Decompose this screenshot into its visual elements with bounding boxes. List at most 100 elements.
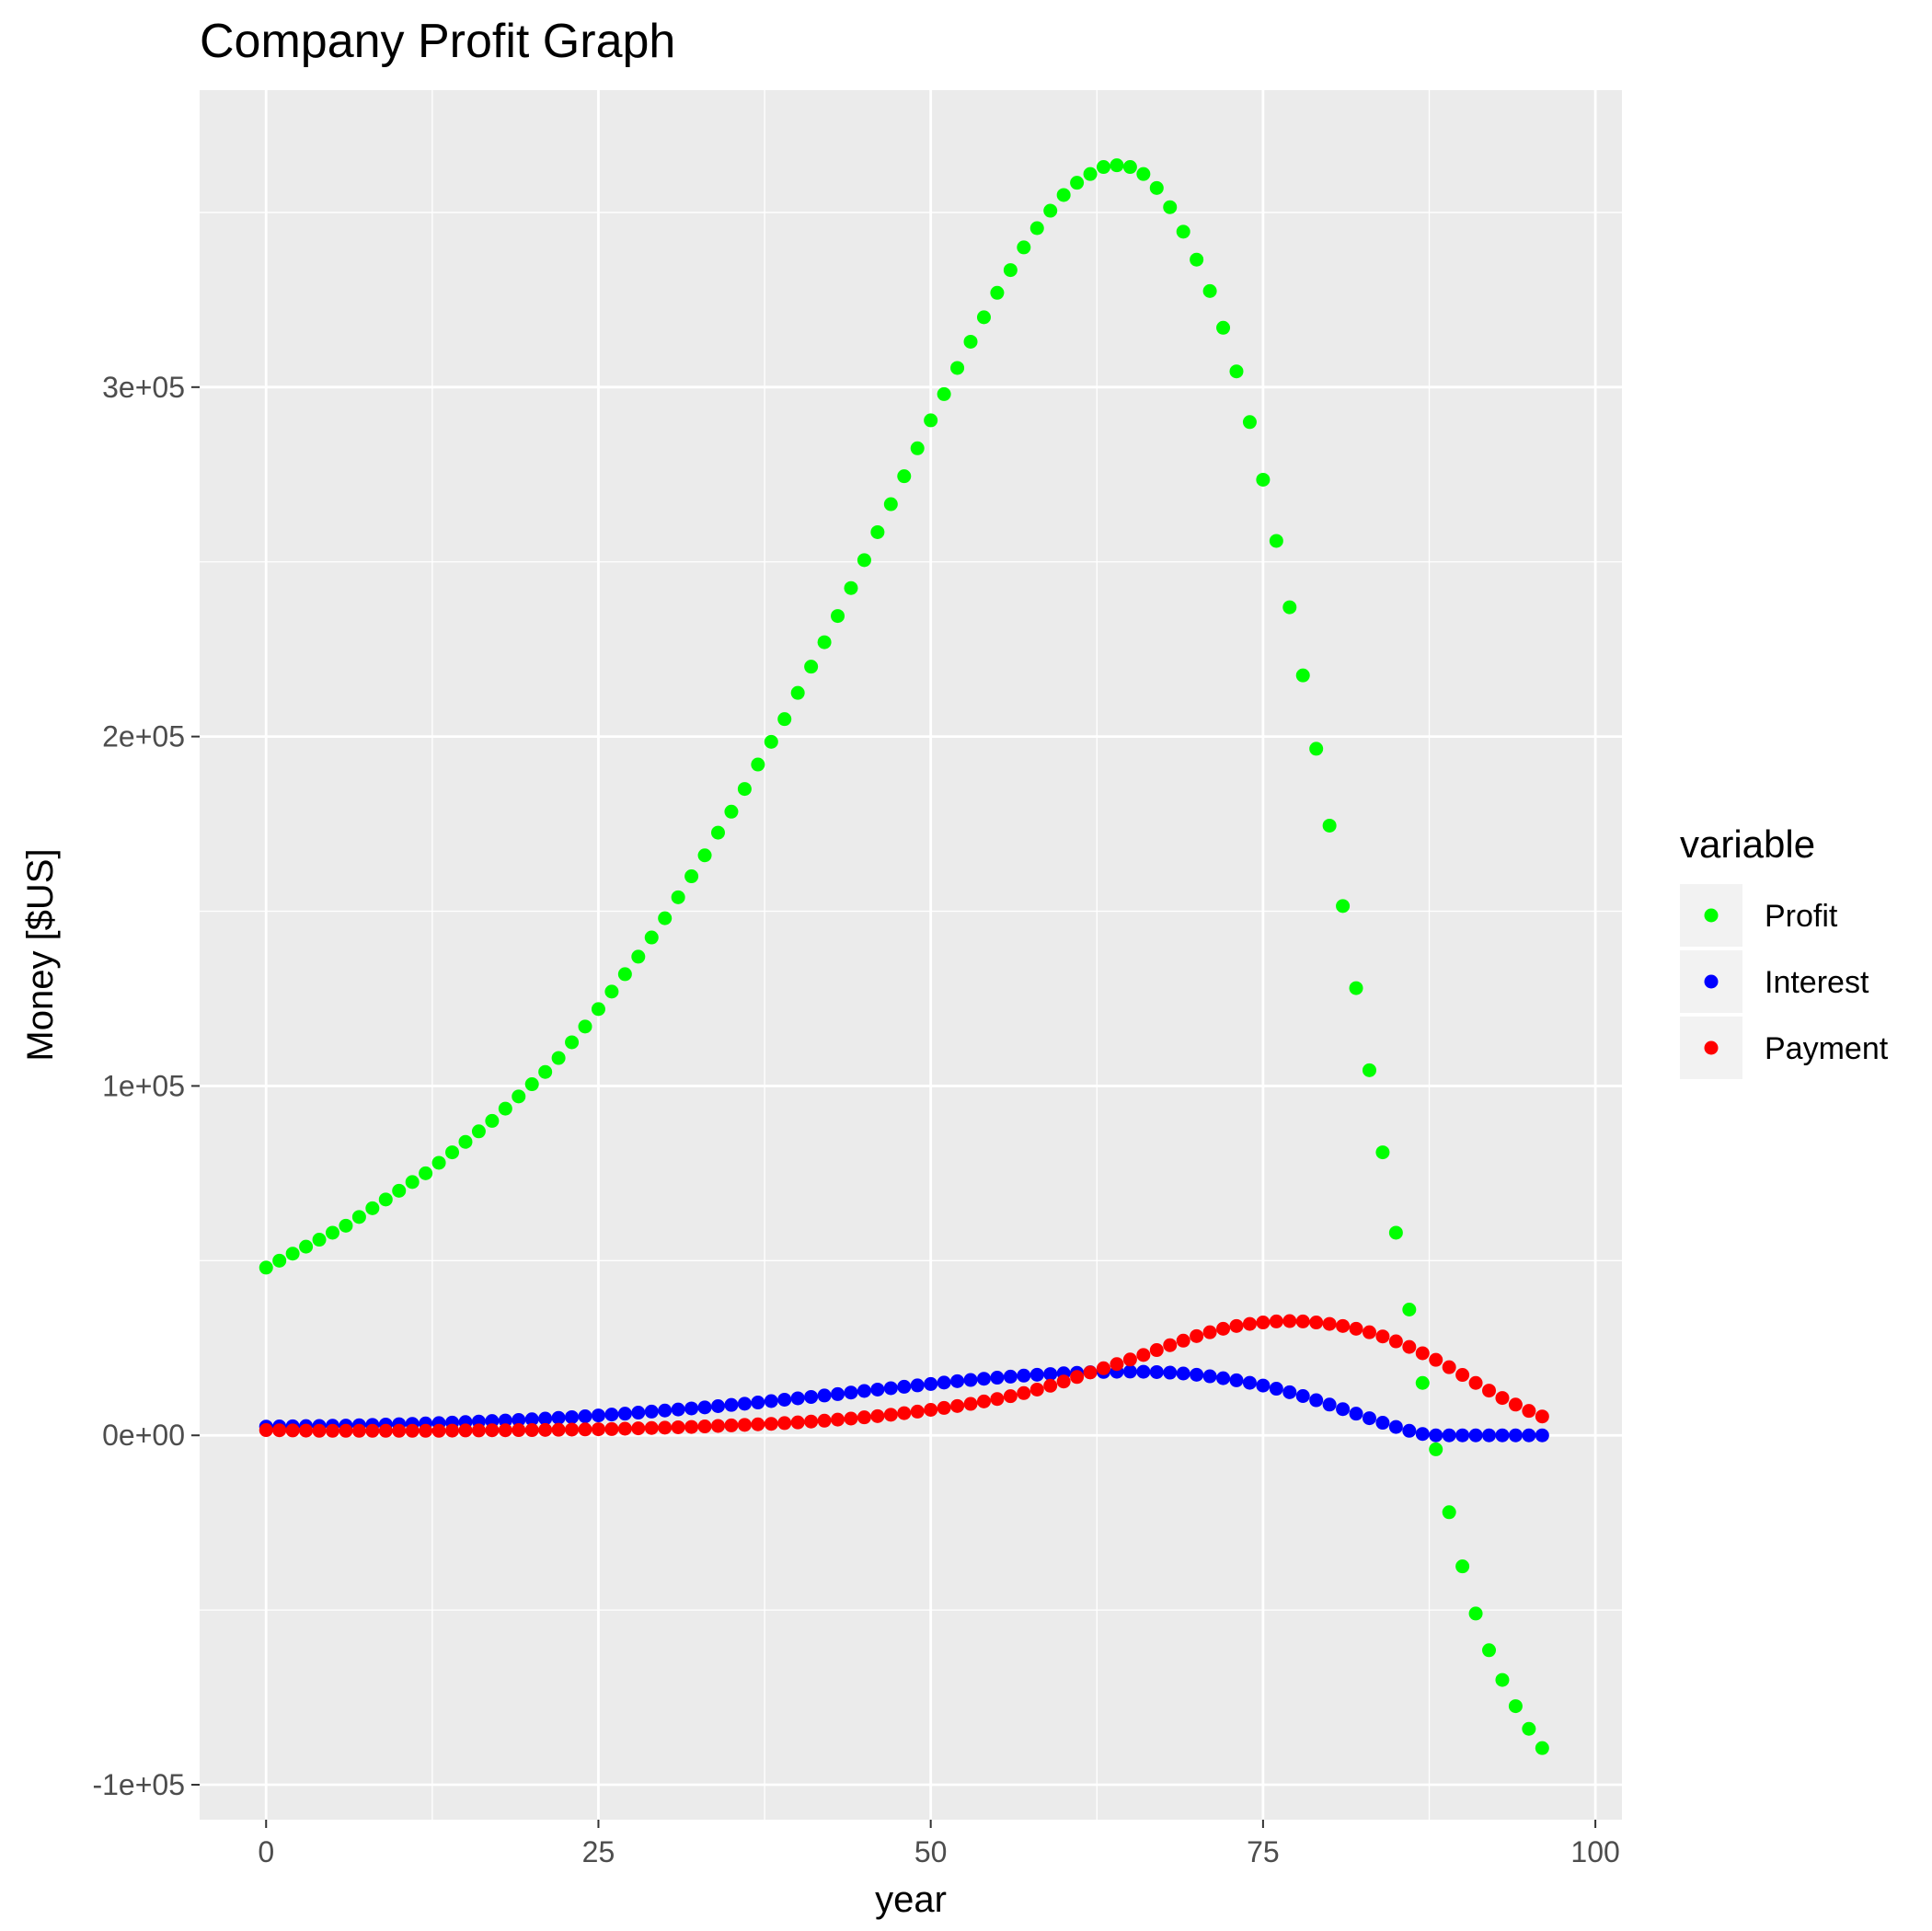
payment-point (710, 1419, 725, 1433)
payment-point (1322, 1316, 1337, 1331)
payment-point (325, 1423, 339, 1438)
payment-point (697, 1420, 712, 1434)
profit-point (777, 712, 792, 727)
profit-point (737, 782, 752, 797)
payment-point (790, 1415, 805, 1430)
profit-point (1136, 167, 1151, 181)
profit-point (870, 524, 885, 539)
profit-point (1056, 188, 1071, 202)
legend-key-point (1704, 1040, 1719, 1055)
profit-point (392, 1183, 407, 1198)
profit-point (419, 1166, 433, 1180)
x-tick-label: 100 (1570, 1835, 1619, 1868)
interest-point (697, 1400, 712, 1415)
interest-point (1190, 1367, 1204, 1382)
interest-point (1176, 1366, 1190, 1381)
legend: variable Profit Interest Payment (1680, 822, 1889, 1079)
profit-point (498, 1101, 512, 1116)
profit-point (1535, 1741, 1549, 1755)
profit-point (591, 1002, 605, 1017)
profit-point (1455, 1559, 1470, 1574)
profit-point (1029, 221, 1044, 236)
payment-point (524, 1423, 539, 1438)
interest-point (1202, 1369, 1217, 1384)
interest-point (1415, 1427, 1430, 1442)
payment-point (1535, 1409, 1549, 1424)
payment-point (1003, 1389, 1018, 1404)
payment-point (617, 1421, 632, 1436)
interest-point (1216, 1371, 1231, 1385)
payment-point (299, 1423, 314, 1438)
profit-point (471, 1124, 486, 1139)
payment-point (658, 1420, 673, 1435)
profit-point (671, 890, 685, 904)
legend-item-payment: Payment (1680, 1017, 1889, 1079)
payment-point (405, 1423, 420, 1438)
payment-point (1362, 1325, 1376, 1339)
interest-point (963, 1373, 978, 1387)
payment-point (1442, 1360, 1456, 1374)
interest-point (1522, 1428, 1536, 1443)
payment-point (551, 1422, 566, 1437)
profit-point (259, 1260, 273, 1275)
x-tick-label: 0 (258, 1835, 274, 1868)
interest-point (1455, 1428, 1470, 1443)
profit-point (831, 609, 845, 624)
profit-point (285, 1247, 300, 1261)
profit-point (325, 1225, 339, 1240)
interest-point (777, 1392, 792, 1407)
profit-point (1017, 240, 1031, 255)
profit-point (1149, 180, 1164, 195)
profit-point (1375, 1145, 1390, 1160)
profit-point (272, 1253, 287, 1268)
interest-point (1429, 1428, 1443, 1443)
interest-point (1029, 1367, 1044, 1382)
payment-point (351, 1423, 366, 1438)
profit-point (1256, 472, 1271, 487)
payment-point (378, 1423, 393, 1438)
payment-point (1190, 1328, 1204, 1343)
payment-point (1163, 1338, 1178, 1352)
profit-point (910, 441, 925, 455)
profit-point (1402, 1302, 1417, 1316)
interest-point (1256, 1378, 1271, 1393)
payment-point (1455, 1368, 1470, 1383)
interest-point (1349, 1407, 1363, 1421)
payment-point (857, 1410, 871, 1425)
x-axis-ticks: 0 25 50 75 100 (258, 1820, 1620, 1868)
payment-point (924, 1402, 938, 1417)
legend-item-profit: Profit (1680, 884, 1838, 947)
payment-point (1402, 1339, 1417, 1354)
interest-point (498, 1413, 512, 1428)
profit-point (339, 1218, 353, 1233)
profit-point (1415, 1375, 1430, 1390)
payment-point (565, 1422, 580, 1437)
payment-point (538, 1422, 553, 1437)
y-tick-label: -1e+05 (92, 1768, 185, 1801)
interest-point (591, 1408, 605, 1423)
profit-point (1122, 160, 1137, 175)
payment-point (419, 1423, 433, 1438)
payment-point (724, 1418, 739, 1432)
profit-point (1216, 320, 1231, 335)
profit-point (1202, 283, 1217, 298)
interest-point (617, 1407, 632, 1421)
profit-point (445, 1145, 460, 1160)
legend-title: variable (1680, 822, 1815, 866)
interest-point (924, 1376, 938, 1391)
profit-point (790, 685, 805, 700)
profit-point (1070, 176, 1085, 190)
interest-point (1295, 1388, 1310, 1403)
payment-point (737, 1418, 752, 1432)
payment-point (392, 1423, 407, 1438)
interest-point (1017, 1368, 1031, 1383)
profit-point (1190, 252, 1204, 267)
interest-point (937, 1375, 951, 1390)
payment-point (458, 1423, 473, 1438)
profit-point (658, 911, 673, 925)
interest-point (1163, 1365, 1178, 1380)
legend-key-point (1704, 974, 1719, 989)
payment-point (1242, 1316, 1257, 1331)
interest-point (631, 1406, 646, 1420)
